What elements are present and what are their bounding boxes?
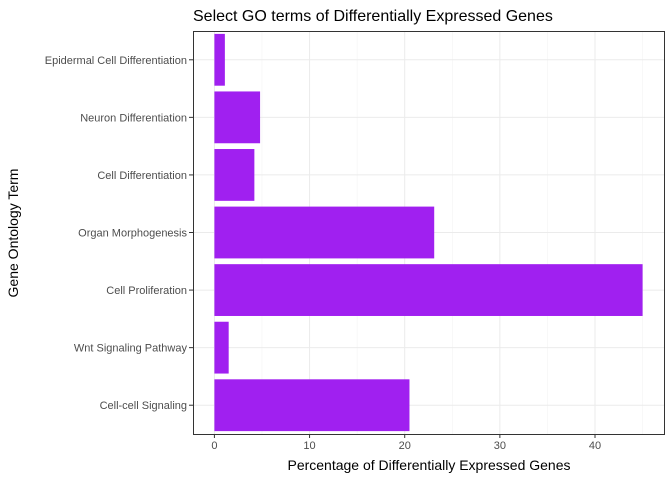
x-tick-label: 30	[494, 440, 506, 452]
y-tick-label: Neuron Differentiation	[80, 112, 187, 124]
bar	[214, 91, 261, 144]
bar	[214, 206, 435, 259]
y-tick-label: Cell Differentiation	[97, 170, 187, 182]
bar	[214, 33, 225, 86]
bar	[214, 321, 229, 374]
y-axis-title: Gene Ontology Term	[5, 169, 21, 298]
y-tick-label: Wnt Signaling Pathway	[74, 343, 188, 355]
y-tick-label: Epidermal Cell Differentiation	[45, 55, 187, 67]
x-tick-label: 0	[211, 440, 217, 452]
y-axis: Epidermal Cell Differentiation Neuron Dif…	[45, 55, 193, 412]
x-axis-title: Percentage of Differentially Expressed G…	[287, 457, 570, 473]
x-axis: 0 10 20 30 40	[211, 434, 601, 452]
y-tick-label: Cell-cell Signaling	[100, 400, 187, 412]
chart-title: Select GO terms of Differentially Expres…	[193, 8, 553, 25]
bar	[214, 264, 643, 316]
bars	[214, 33, 643, 432]
x-tick-label: 20	[399, 440, 411, 452]
bar	[214, 379, 410, 432]
y-tick-label: Organ Morphogenesis	[78, 228, 187, 240]
y-tick-label: Cell Proliferation	[106, 285, 187, 297]
x-tick-label: 40	[589, 440, 601, 452]
bar	[214, 149, 255, 201]
x-tick-label: 10	[303, 440, 315, 452]
panel-border	[193, 31, 665, 435]
